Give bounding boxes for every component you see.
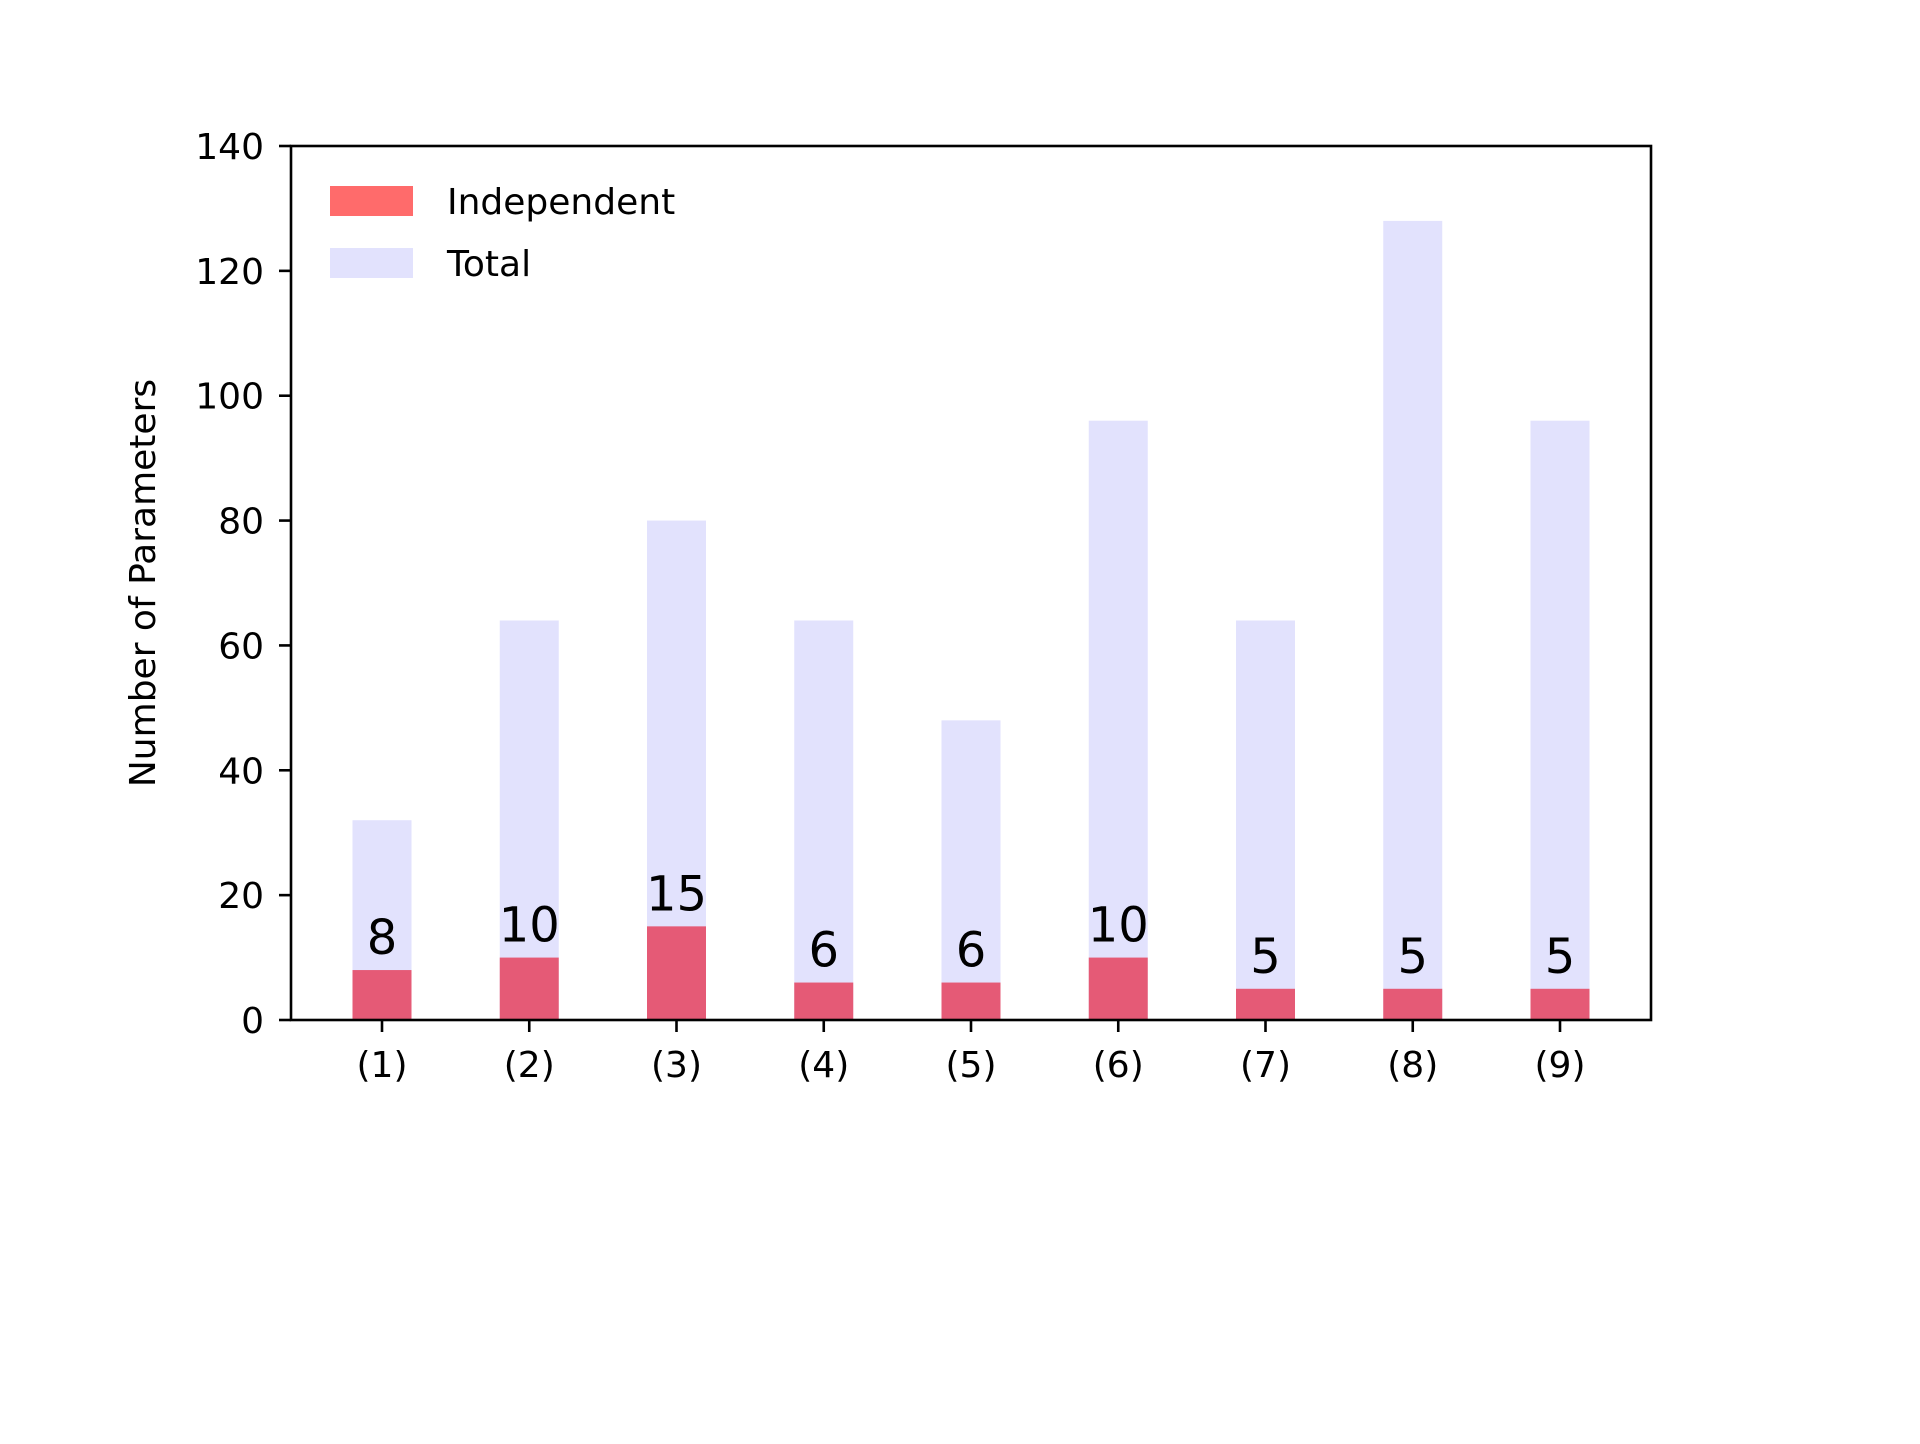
x-tick-label-5: (5) [946,1045,997,1086]
legend-label-independent: Independent [447,182,675,223]
x-tick-label-4: (4) [798,1045,849,1086]
data-label-3: 15 [646,866,707,922]
x-tick-label-7: (7) [1240,1045,1291,1086]
data-labels: 8 10 15 6 6 10 5 5 5 [367,866,1576,984]
y-tick-label-100: 100 [195,377,264,418]
y-tick-label-140: 140 [195,127,264,168]
bar-independent-9 [1530,988,1590,1020]
x-tick-label-6: (6) [1093,1045,1144,1086]
data-label-8: 5 [1397,929,1428,985]
y-tick-label-80: 80 [218,502,264,543]
bar-independent-8 [1383,988,1443,1020]
x-tick-label-2: (2) [504,1045,555,1086]
independent-bars [352,926,1590,1020]
bar-independent-6 [1088,957,1148,1020]
legend-swatch-total [330,248,413,278]
bar-total-9 [1530,420,1590,1021]
bar-total-5 [941,720,1001,1020]
bar-independent-4 [794,982,854,1020]
bar-total-7 [1236,620,1295,1020]
bar-independent-3 [647,926,706,1020]
y-axis-ticks: 0 20 40 60 80 100 120 140 [195,127,291,1042]
y-tick-label-60: 60 [218,626,264,667]
y-axis-label: Number of Parameters [123,379,164,787]
y-tick-label-0: 0 [241,1001,264,1042]
x-tick-label-9: (9) [1535,1045,1586,1086]
bar-total-8 [1383,220,1443,1020]
bar-total-4 [794,620,854,1020]
data-label-7: 5 [1250,929,1281,985]
bar-independent-5 [941,982,1001,1020]
legend-label-total: Total [446,244,531,285]
x-axis-ticks: (1) (2) (3) (4) (5) (6) (7) (8) (9) [357,1020,1586,1086]
bar-independent-2 [499,957,559,1020]
total-bars [352,220,1590,1021]
x-tick-label-1: (1) [357,1045,408,1086]
legend: Independent Total [330,182,675,285]
data-label-6: 10 [1088,898,1149,954]
data-label-5: 6 [956,923,987,979]
legend-swatch-independent [330,186,413,216]
y-tick-label-40: 40 [218,751,264,792]
data-label-1: 8 [367,910,398,966]
data-label-9: 5 [1545,929,1576,985]
bar-total-6 [1088,420,1148,1021]
x-tick-label-3: (3) [651,1045,702,1086]
bar-independent-1 [352,970,412,1020]
data-label-2: 10 [499,898,560,954]
bar-total-2 [499,620,559,1020]
data-label-4: 6 [808,923,839,979]
bar-independent-7 [1236,988,1295,1020]
y-tick-label-120: 120 [195,252,264,293]
x-tick-label-8: (8) [1387,1045,1438,1086]
y-tick-label-20: 20 [218,876,264,917]
